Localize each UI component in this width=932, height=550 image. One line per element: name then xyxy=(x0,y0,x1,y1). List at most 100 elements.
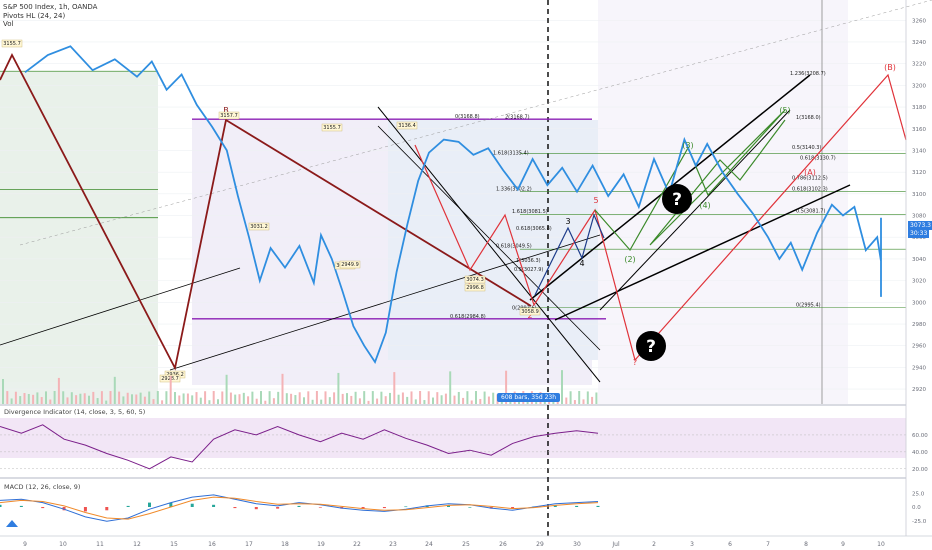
x-tick-label: 16 xyxy=(208,541,216,548)
y-tick-label: 3120 xyxy=(912,170,926,176)
fib-level-label: 0.5(3081.7) xyxy=(796,209,825,215)
volume-bar xyxy=(591,396,594,404)
x-tick-label: 29 xyxy=(536,541,544,548)
volume-bar xyxy=(423,400,426,404)
pivot-label: 3155.7 xyxy=(3,41,21,47)
volume-bar xyxy=(457,391,460,404)
y-tick-label: 2940 xyxy=(912,365,926,371)
x-tick-label: 25 xyxy=(462,541,470,548)
pivot-label: 2949.9 xyxy=(341,262,359,268)
volume-bar xyxy=(234,394,237,404)
volume-bar xyxy=(505,370,508,404)
fib-level-label: 1(3036.3) xyxy=(516,258,541,264)
macd-histogram-bar xyxy=(233,507,237,509)
volume-bar xyxy=(483,391,486,404)
volume-bar xyxy=(410,391,413,404)
macd-histogram-bar xyxy=(553,505,557,507)
fib-level-label: 2(3168.7) xyxy=(505,114,530,120)
vol-legend: Vol xyxy=(3,20,14,28)
volume-bar xyxy=(346,393,348,404)
volume-bar xyxy=(122,396,125,404)
x-tick-label: 26 xyxy=(499,541,507,548)
y-tick-label: 3180 xyxy=(912,105,926,111)
volume-bar xyxy=(389,392,391,404)
volume-bar xyxy=(487,396,490,404)
volume-bar xyxy=(195,392,198,404)
x-tick-label: 9 xyxy=(23,541,27,548)
fib-level-label: 0.5(3027.9) xyxy=(514,267,543,273)
volume-bar xyxy=(79,393,82,404)
pivot-label: 3074.3 xyxy=(466,277,484,283)
volume-bar xyxy=(49,399,52,404)
volume-bar xyxy=(337,372,340,404)
y-tick-label: 2960 xyxy=(912,344,926,350)
volume-bar xyxy=(401,392,404,404)
volume-bar xyxy=(582,399,585,404)
fib-level-label: 0.618(2984.8) xyxy=(450,314,486,320)
volume-bar xyxy=(126,392,129,404)
macd-histogram-bar xyxy=(19,505,23,507)
macd-histogram-bar xyxy=(212,504,216,507)
tradingview-logo-icon[interactable] xyxy=(6,520,18,527)
volume-bar xyxy=(174,392,176,404)
volume-bar xyxy=(453,395,456,404)
x-tick-label: 9 xyxy=(841,541,845,548)
volume-bar xyxy=(397,394,400,404)
x-tick-label: 8 xyxy=(804,541,808,548)
volume-bar xyxy=(303,397,305,404)
question-mark-glyph: ? xyxy=(672,190,682,210)
volume-bar xyxy=(376,398,379,404)
volume-bar xyxy=(436,392,439,404)
volume-bar xyxy=(260,391,262,404)
rsi-line xyxy=(0,424,599,470)
volume-bar xyxy=(221,391,224,404)
volume-bar xyxy=(277,391,280,404)
pivot-box xyxy=(396,121,418,130)
volume-bar xyxy=(285,393,288,404)
chart-title: S&P 500 Index, 1h, OANDA xyxy=(3,3,98,11)
pivot-box xyxy=(339,260,361,269)
fib-level-label: 0.618(3065.8) xyxy=(516,226,552,232)
y-tick-label: 3200 xyxy=(912,83,926,89)
volume-bar xyxy=(75,395,78,404)
fib-level-label: 0(2995.4) xyxy=(796,302,821,308)
volume-bar xyxy=(573,400,576,404)
volume-bar xyxy=(328,397,331,404)
wave-projection-red xyxy=(414,73,907,362)
macd-histogram-bar xyxy=(596,505,600,507)
volume-bar xyxy=(135,394,138,404)
x-tick-label: 7 xyxy=(766,541,770,548)
macd-histogram-bar xyxy=(468,507,472,508)
macd-histogram-bar xyxy=(276,507,280,509)
volume-bar xyxy=(354,391,357,404)
pane-divider-1 xyxy=(0,404,906,406)
volume-bar xyxy=(113,376,116,404)
pivot-label: 3058.9 xyxy=(521,309,539,315)
x-tick-label: 15 xyxy=(170,541,178,548)
volume-bar xyxy=(247,396,250,404)
price-line xyxy=(24,45,882,364)
macd-histogram-bar xyxy=(575,505,579,507)
volume-bar xyxy=(19,396,22,404)
volume-bar xyxy=(204,391,207,404)
x-tick-label: 18 xyxy=(281,541,289,548)
volume-bar xyxy=(440,395,443,404)
volume-bar xyxy=(27,394,30,404)
volume-bar xyxy=(178,395,181,404)
volume-bar xyxy=(148,391,151,404)
volume-bar xyxy=(475,391,477,404)
volume-bar xyxy=(225,374,228,404)
volume-bar xyxy=(406,396,409,404)
volume-bar xyxy=(462,397,465,404)
volume-bar xyxy=(186,393,189,404)
volume-bar xyxy=(83,393,86,404)
range-badge: 608 bars, 35d 23h xyxy=(497,393,561,402)
volume-bar xyxy=(156,391,159,404)
volume-bar xyxy=(432,397,434,404)
macd-signal-line xyxy=(0,496,599,520)
volume-bar xyxy=(131,394,133,404)
volume-bar xyxy=(6,391,9,404)
volume-bar xyxy=(427,391,430,404)
volume-bar xyxy=(393,372,396,404)
